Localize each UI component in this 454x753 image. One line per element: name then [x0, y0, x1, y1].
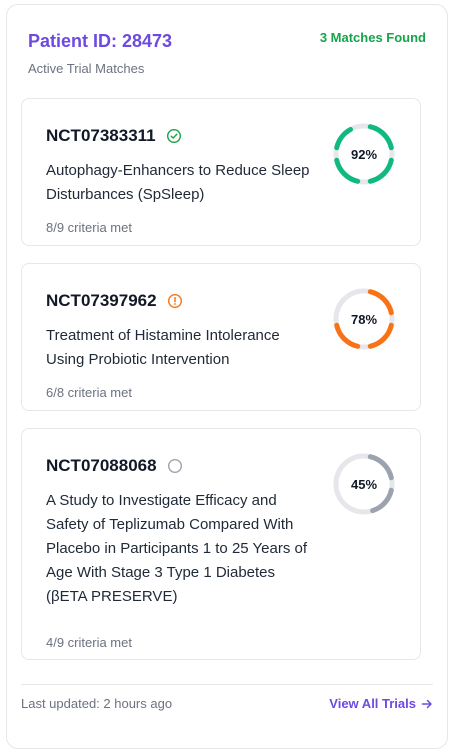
match-ring-segment: [334, 157, 361, 184]
match-ring-segment: [334, 322, 361, 349]
match-percentage: 92%: [350, 146, 378, 162]
arrow-right-icon: [421, 698, 433, 710]
panel-header: Patient ID: 28473 3 Matches Found Active…: [28, 30, 426, 77]
view-all-trials-link[interactable]: View All Trials: [329, 696, 433, 712]
criteria-met: 4/9 criteria met: [46, 635, 132, 650]
criteria-met: 6/8 criteria met: [46, 385, 132, 400]
trial-id-row: NCT07088068: [46, 455, 183, 477]
last-updated-text: Last updated: 2 hours ago: [21, 696, 173, 711]
trial-card[interactable]: NCT07383311 Autophagy-Enhancers to Reduc…: [21, 98, 421, 246]
panel-footer: Last updated: 2 hours ago View All Trial…: [21, 696, 433, 714]
footer-divider: [21, 684, 433, 685]
trial-id: NCT07383311: [46, 126, 156, 145]
match-ring-segment: [367, 454, 394, 481]
trial-id: NCT07088068: [46, 456, 157, 475]
match-ring-segment: [367, 157, 394, 184]
match-score-ring: 45%: [332, 452, 396, 516]
check-circle-icon: [166, 128, 182, 144]
matches-found-badge: 3 Matches Found: [319, 30, 426, 45]
view-all-label: View All Trials: [329, 696, 416, 711]
trial-title: A Study to Investigate Efficacy and Safe…: [46, 492, 308, 605]
trial-card[interactable]: NCT07397962 Treatment of Histamine Intol…: [21, 263, 421, 411]
trial-title: Autophagy-Enhancers to Reduce Sleep Dist…: [46, 162, 310, 203]
empty-circle-icon: [167, 458, 183, 474]
match-ring-segment: [370, 487, 394, 514]
trial-id: NCT07397962: [46, 291, 157, 310]
trial-id-row: NCT07383311: [46, 125, 182, 147]
match-ring-segment: [367, 322, 394, 349]
trial-card[interactable]: NCT07088068 A Study to Investigate Effic…: [21, 428, 421, 660]
panel-subtitle: Active Trial Matches: [28, 61, 145, 76]
match-ring-segment: [367, 289, 394, 316]
trial-id-row: NCT07397962: [46, 290, 183, 312]
match-score-ring: 78%: [332, 287, 396, 351]
match-score-ring: 92%: [332, 122, 396, 186]
match-percentage: 45%: [350, 476, 378, 492]
trial-title: Treatment of Histamine Intolerance Using…: [46, 327, 280, 368]
match-ring-segment: [334, 126, 354, 151]
criteria-met: 8/9 criteria met: [46, 220, 132, 235]
match-ring-segment: [367, 124, 394, 151]
patient-id-title: Patient ID: 28473: [28, 31, 173, 51]
match-percentage: 78%: [350, 311, 378, 327]
alert-circle-icon: [167, 293, 183, 309]
